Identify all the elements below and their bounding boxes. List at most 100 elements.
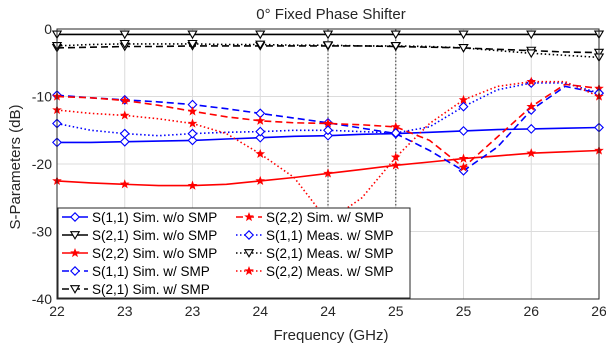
legend-label: S(2,2) Sim. w/o SMP xyxy=(92,246,217,261)
data-point xyxy=(458,43,469,53)
series-6 xyxy=(52,83,604,172)
x-tick-label: 22 xyxy=(49,303,65,319)
legend-entry: S(1,1) Sim. w/ SMP xyxy=(62,264,210,279)
x-tick-label: 25 xyxy=(456,303,472,319)
data-point xyxy=(526,101,537,111)
data-point xyxy=(119,39,130,49)
series-2 xyxy=(51,30,605,40)
data-point xyxy=(187,135,198,146)
series-line xyxy=(56,83,600,169)
x-tick-label: 26 xyxy=(523,303,539,319)
legend-marker xyxy=(70,266,80,276)
y-tick-label: -10 xyxy=(32,89,52,105)
legend-entry: S(1,1) Sim. w/o SMP xyxy=(62,210,217,225)
legend-label: S(2,1) Sim. w/o SMP xyxy=(92,228,217,243)
data-point xyxy=(255,132,266,143)
y-tick-label: -40 xyxy=(32,291,52,307)
legend-label: S(1,1) Meas. w/ SMP xyxy=(266,228,394,243)
data-point xyxy=(390,127,401,138)
x-tick-label: 24 xyxy=(252,303,268,319)
data-point xyxy=(323,125,333,136)
data-point xyxy=(255,30,266,40)
data-point xyxy=(526,123,537,134)
data-point xyxy=(322,30,334,40)
data-point xyxy=(526,49,537,59)
data-point xyxy=(187,106,198,116)
plot-frame xyxy=(56,28,600,300)
x-tick-label: 23 xyxy=(117,303,133,319)
data-point xyxy=(458,101,469,112)
data-point xyxy=(119,128,130,139)
legend-entry: S(2,2) Sim. w/ SMP xyxy=(236,210,384,225)
chart-title: 0° Fixed Phase Shifter xyxy=(256,6,405,23)
y-tick-label: -30 xyxy=(32,224,52,240)
tick-labels: 22 23 23 24 24 25 25 26 26 -40 -30 -20 -10 0 xyxy=(32,21,606,319)
data-point xyxy=(390,152,401,162)
legend-box xyxy=(57,207,411,299)
series-8 xyxy=(51,39,605,63)
data-point xyxy=(119,110,130,120)
data-point xyxy=(255,148,266,158)
data-point xyxy=(119,95,130,105)
data-point xyxy=(255,175,266,185)
legend-marker xyxy=(244,230,254,240)
data-point xyxy=(526,30,537,40)
data-point xyxy=(119,179,130,189)
data-point xyxy=(526,148,537,158)
legend-entry: S(2,2) Meas. w/ SMP xyxy=(236,264,394,279)
x-axis-label: Frequency (GHz) xyxy=(273,327,388,344)
data-point xyxy=(187,128,198,139)
plot-series xyxy=(51,30,605,226)
data-point xyxy=(458,162,469,172)
y-axis-label: S-Parameters (dB) xyxy=(7,104,24,229)
x-tick-label: 26 xyxy=(591,303,606,319)
data-point xyxy=(323,130,333,141)
legend-label: S(2,2) Meas. w/ SMP xyxy=(266,264,394,279)
data-point xyxy=(187,180,198,190)
data-point xyxy=(187,39,198,49)
data-point xyxy=(458,94,469,104)
x-tick-label: 23 xyxy=(185,303,201,319)
legend-entry: S(2,1) Sim. w/o SMP xyxy=(62,228,217,243)
legend-label: S(2,1) Meas. w/ SMP xyxy=(266,246,394,261)
data-point xyxy=(458,165,469,176)
data-point xyxy=(323,168,333,178)
data-point xyxy=(187,30,198,40)
legend-marker xyxy=(244,265,254,276)
data-point xyxy=(390,160,401,170)
series-line xyxy=(56,45,600,54)
legend-marker xyxy=(243,249,255,258)
legend-marker xyxy=(70,247,80,258)
y-tick-label: -20 xyxy=(32,156,52,172)
data-point xyxy=(255,126,266,137)
data-point xyxy=(119,136,130,147)
legend: S(1,1) Sim. w/o SMP S(2,2) Sim. w/ SMP S(2… xyxy=(57,207,411,299)
series-line xyxy=(56,85,600,172)
legend-marker xyxy=(69,285,81,294)
legend-label: S(1,1) Sim. w/ SMP xyxy=(92,264,210,279)
data-point xyxy=(119,30,130,40)
legend-marker xyxy=(69,231,81,240)
data-point xyxy=(458,153,469,163)
data-point xyxy=(390,30,401,40)
data-point xyxy=(390,41,401,51)
legend-entry: S(2,1) Meas. w/ SMP xyxy=(236,246,394,261)
data-point xyxy=(255,40,266,50)
legend-entry: S(2,1) Sim. w/ SMP xyxy=(62,282,210,297)
data-point xyxy=(187,118,198,128)
data-point xyxy=(526,76,537,86)
legend-label: S(2,2) Sim. w/ SMP xyxy=(266,210,384,225)
x-tick-label: 25 xyxy=(388,303,404,319)
data-point xyxy=(322,41,334,51)
legend-marker xyxy=(70,212,80,222)
legend-label: S(1,1) Sim. w/o SMP xyxy=(92,210,217,225)
legend-entry: S(1,1) Meas. w/ SMP xyxy=(236,228,394,243)
legend-marker xyxy=(244,211,254,222)
data-point xyxy=(323,118,333,128)
legend-entry: S(2,2) Sim. w/o SMP xyxy=(62,246,217,261)
data-point xyxy=(458,30,469,40)
data-point xyxy=(458,125,469,136)
y-tick-label: 0 xyxy=(44,21,52,37)
data-point xyxy=(255,115,266,125)
